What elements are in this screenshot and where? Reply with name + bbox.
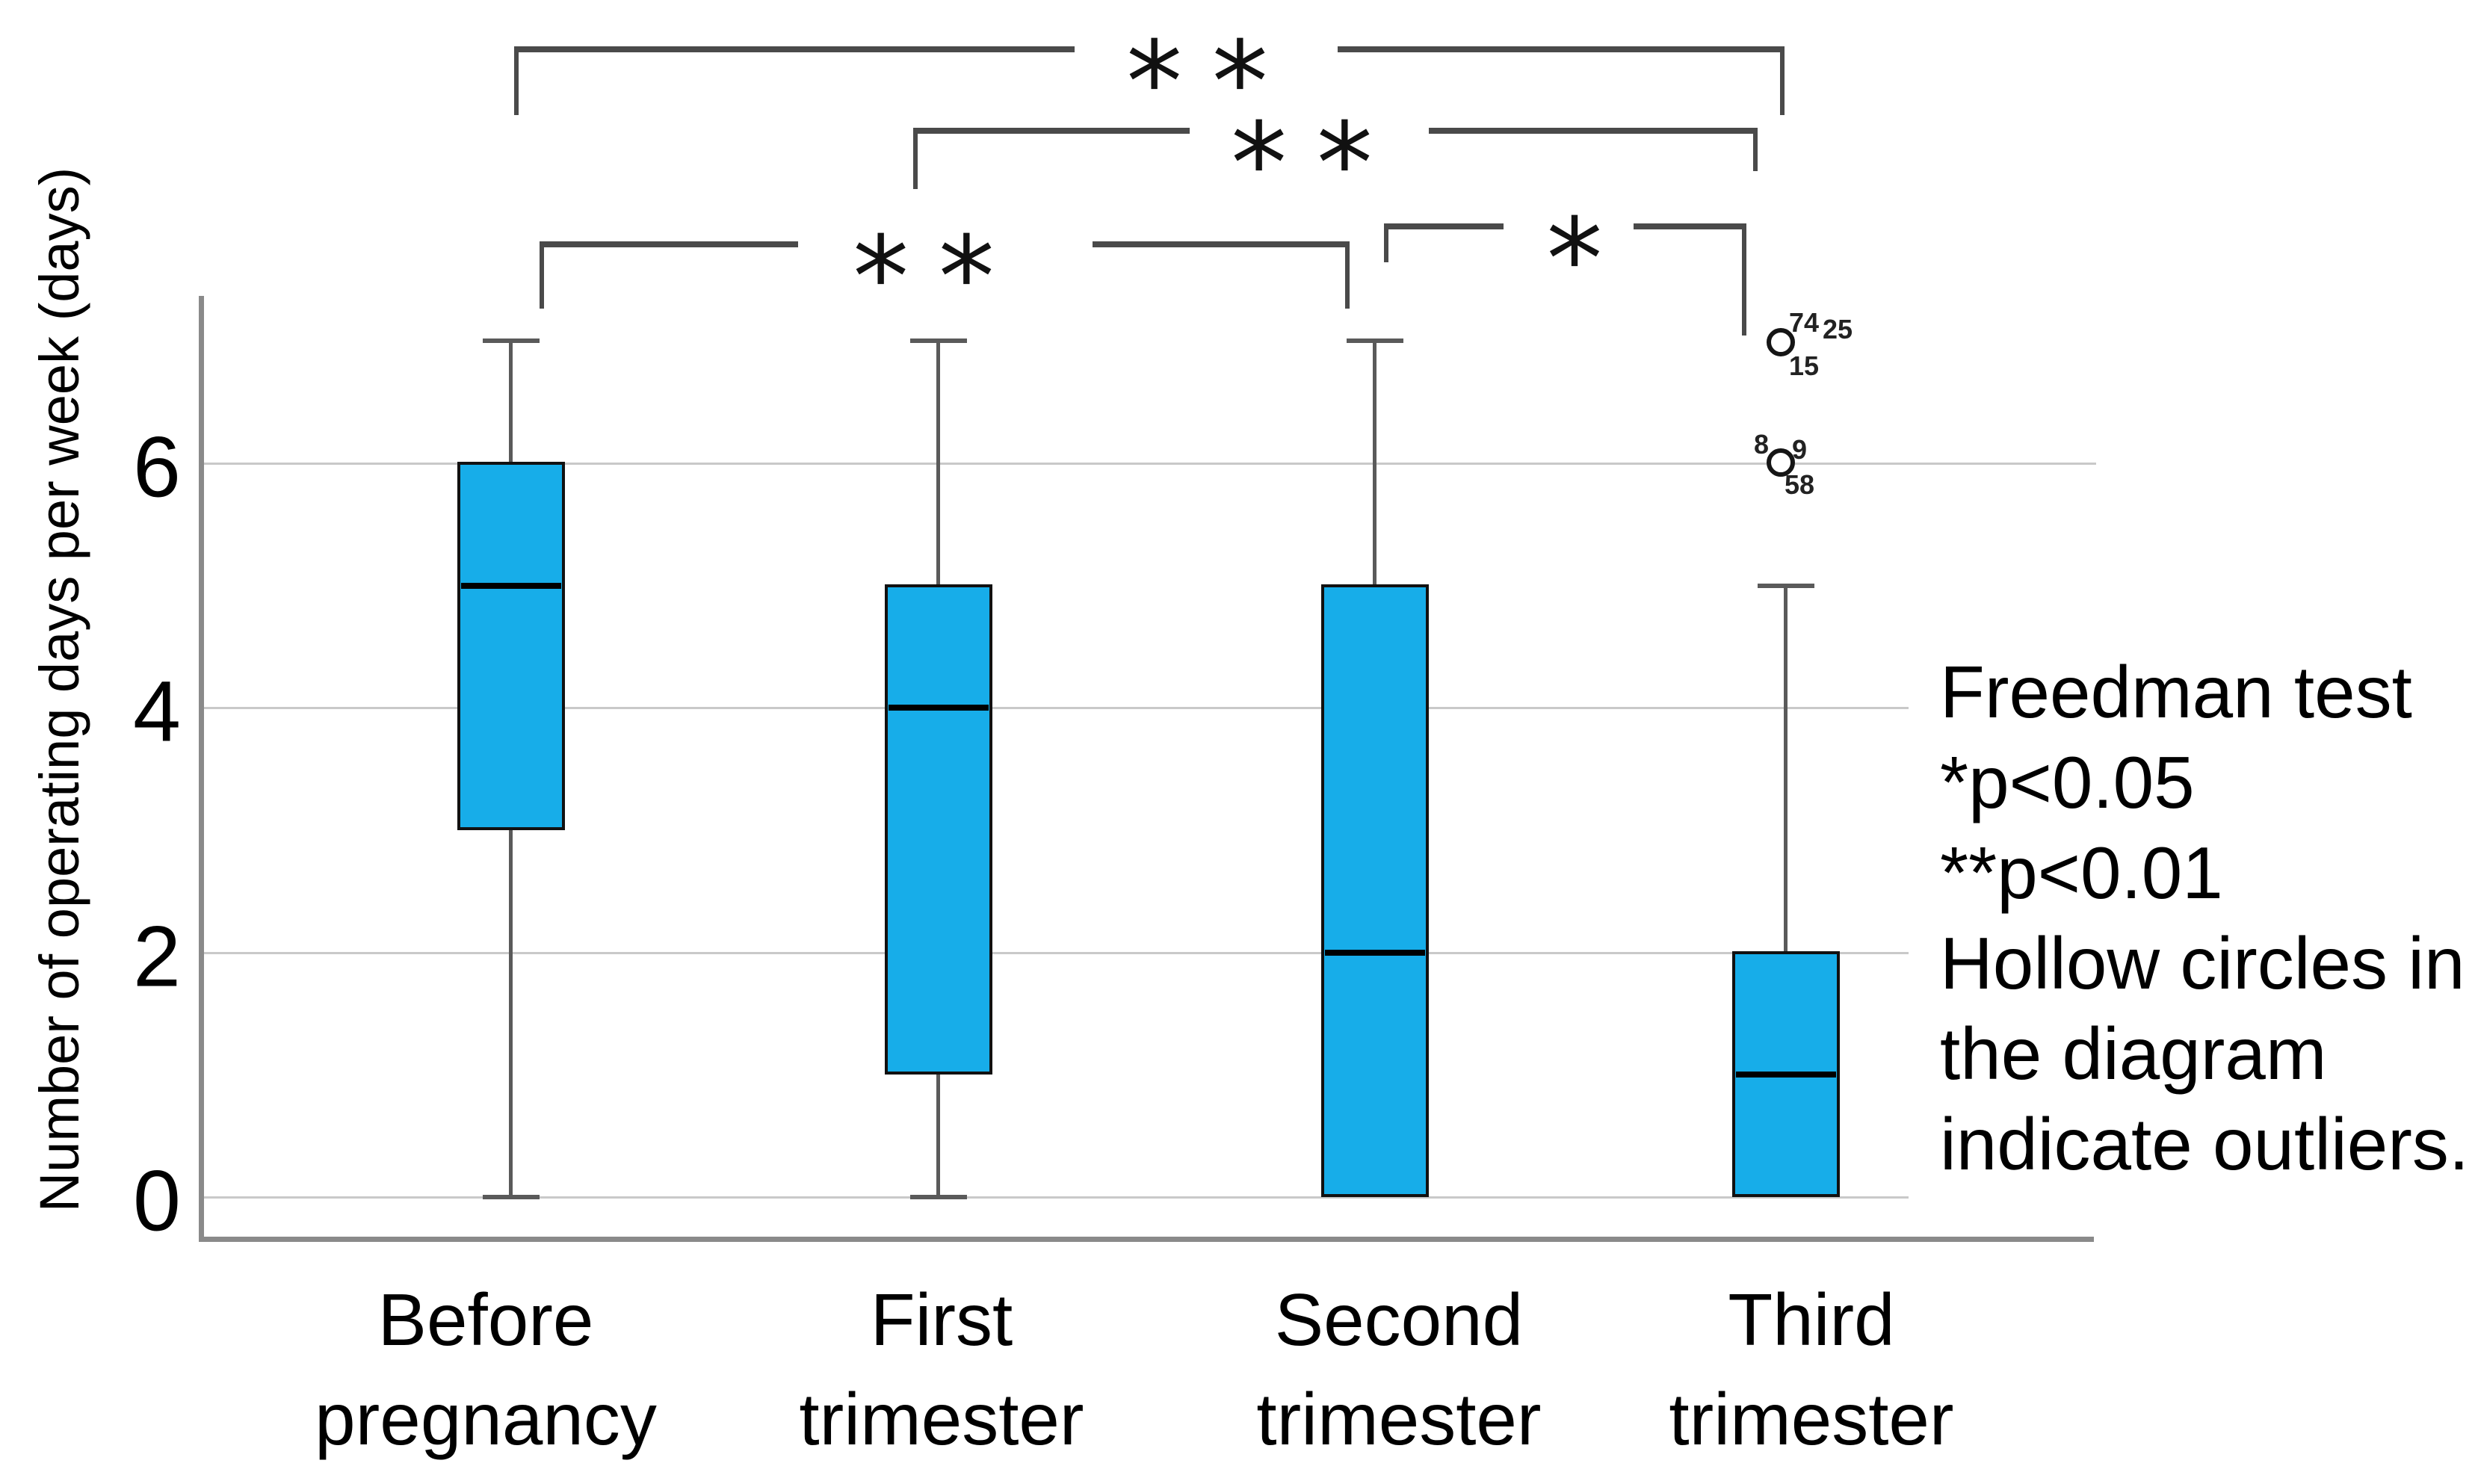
y-tick-label-4: 4 (133, 664, 181, 760)
bracket-tick-right (1753, 128, 1758, 171)
whisker-upper (509, 341, 513, 463)
whisker-upper (1373, 341, 1376, 586)
significance-stars: * * (853, 213, 995, 343)
median-line (461, 583, 561, 589)
significance-stars: * * (1231, 99, 1373, 229)
bracket-line-right (1093, 241, 1350, 247)
x-category-label-before-pregnancy: Before pregnancy (315, 1270, 657, 1469)
x-category-label-third-trimester: Third trimester (1669, 1270, 1953, 1469)
whisker-cap-upper (483, 338, 540, 343)
whisker-lower (936, 1075, 940, 1197)
x-category-label-second-trimester: Second trimester (1256, 1270, 1541, 1469)
bracket-line-left (514, 46, 1075, 52)
iqr-box (457, 462, 565, 830)
y-tick-label-6: 6 (133, 419, 181, 516)
x-category-line: trimester (1669, 1378, 1954, 1460)
x-category-line: pregnancy (315, 1378, 657, 1460)
bracket-tick-left (1384, 223, 1388, 262)
legend-line-outlier-3: indicate outliers. (1940, 1103, 2470, 1185)
x-category-line: trimester (1256, 1378, 1542, 1460)
whisker-cap-upper (1758, 584, 1814, 588)
x-category-line: First (870, 1279, 1013, 1361)
gridline-6 (203, 463, 2096, 465)
bracket-tick-left (514, 46, 519, 115)
whisker-cap-lower (483, 1195, 540, 1199)
whisker-cap-lower (910, 1195, 967, 1199)
x-category-line: trimester (799, 1378, 1084, 1460)
whisker-upper (1784, 586, 1788, 953)
outlier-case-label: 74 (1789, 307, 1820, 338)
legend-line-outlier-2: the diagram (1940, 1012, 2327, 1095)
outlier-case-label: 8 (1754, 429, 1770, 460)
legend-line-p05: *p<0.05 (1940, 741, 2195, 823)
outlier-case-label: 58 (1785, 469, 1815, 500)
bracket-line-right (1634, 223, 1746, 229)
whisker-lower (509, 830, 513, 1197)
bracket-tick-left (913, 128, 918, 189)
bracket-line-left (913, 128, 1190, 134)
significance-stars: * * (1126, 18, 1268, 148)
significance-stars: * (1546, 195, 1603, 325)
x-category-label-first-trimester: First trimester (799, 1270, 1084, 1469)
bracket-tick-right (1345, 241, 1350, 309)
whisker-cap-upper (910, 338, 967, 343)
median-line (1325, 950, 1425, 956)
gridline-4 (203, 707, 1909, 709)
y-tick-label-2: 2 (133, 909, 181, 1005)
legend-line-test-name: Freedman test (1940, 651, 2412, 733)
bracket-tick-right (1780, 46, 1785, 115)
x-category-line: Before (377, 1279, 594, 1361)
whisker-upper (936, 341, 940, 586)
outlier-circle-icon (1767, 328, 1795, 356)
iqr-box (885, 584, 992, 1075)
legend-note: Freedman test *p<0.05 **p<0.01 Hollow ci… (1940, 647, 2469, 1190)
median-line (1736, 1072, 1836, 1078)
x-axis-spine (199, 1237, 2094, 1242)
bracket-line-right (1429, 128, 1758, 134)
iqr-box (1321, 584, 1429, 1197)
median-line (889, 705, 989, 711)
y-tick-label-0: 0 (133, 1153, 181, 1249)
gridline-0 (203, 1196, 1909, 1199)
x-category-line: Third (1728, 1279, 1895, 1361)
y-axis-spine (199, 296, 204, 1242)
gridline-2 (203, 952, 1909, 954)
bracket-tick-left (540, 241, 544, 309)
bracket-tick-right (1742, 223, 1746, 336)
outlier-case-label: 9 (1792, 434, 1808, 465)
bracket-line-right (1338, 46, 1785, 52)
outlier-circle-icon (1767, 448, 1795, 477)
bracket-line-left (1384, 223, 1504, 229)
bracket-line-left (540, 241, 798, 247)
legend-line-p01: **p<0.01 (1940, 832, 2223, 914)
outlier-case-label: 25 (1823, 314, 1853, 344)
outlier-case-label: 15 (1789, 350, 1820, 381)
legend-line-outlier-1: Hollow circles in (1940, 922, 2465, 1004)
x-category-line: Second (1274, 1279, 1524, 1361)
whisker-cap-upper (1347, 338, 1403, 343)
